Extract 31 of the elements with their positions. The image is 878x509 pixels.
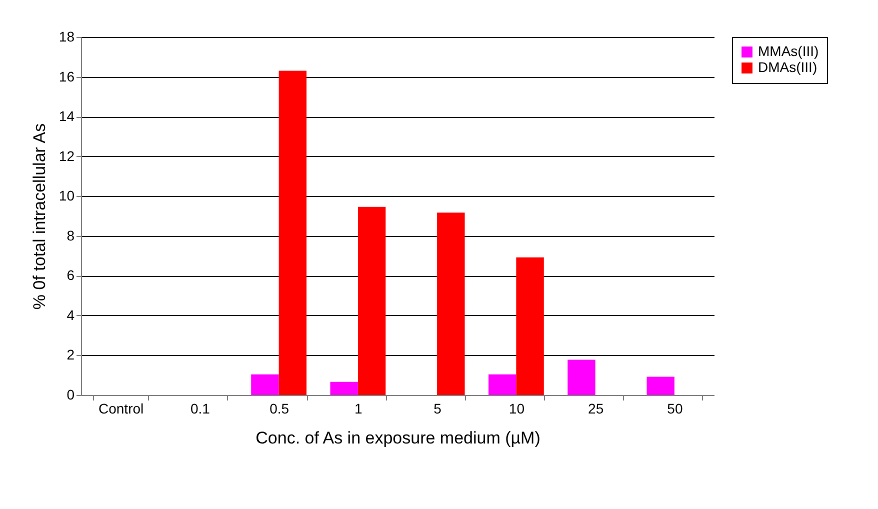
bar <box>358 206 386 395</box>
y-tick-label: 12 <box>58 148 75 164</box>
bar <box>278 70 307 395</box>
y-tick-label: 0 <box>66 386 75 402</box>
y-tick-label: 14 <box>58 108 75 124</box>
x-tick-label: 50 <box>667 400 683 416</box>
y-tick-label: 16 <box>58 68 75 84</box>
bar <box>330 382 358 395</box>
y-tick-label: 6 <box>66 267 75 284</box>
bar <box>568 360 596 395</box>
x-tick-label: 0.1 <box>190 400 210 416</box>
y-axis-title: % 0f total intracellular As <box>30 123 49 310</box>
legend-label: DMAs(III) <box>758 59 818 75</box>
x-tick-label: Control <box>98 400 144 416</box>
y-tick-label: 18 <box>58 28 75 44</box>
bar <box>646 376 674 395</box>
bar <box>437 212 465 395</box>
y-tick-label: 4 <box>66 306 75 323</box>
bar <box>251 374 279 395</box>
x-tick-label: 10 <box>508 400 525 416</box>
y-tick-label: 8 <box>66 227 75 244</box>
x-tick-label: 5 <box>434 400 442 416</box>
legend-label: MMAs(III) <box>758 43 819 59</box>
y-tick-label: 10 <box>58 188 75 204</box>
bar <box>488 374 516 395</box>
x-axis-title: Conc. of As in exposure medium (µM) <box>256 428 540 448</box>
bar <box>516 257 544 395</box>
x-tick-label: 1 <box>354 400 363 416</box>
x-tick-label: 0.5 <box>270 400 290 416</box>
x-tick-label: 25 <box>588 400 604 416</box>
y-tick-label: 2 <box>66 346 75 363</box>
